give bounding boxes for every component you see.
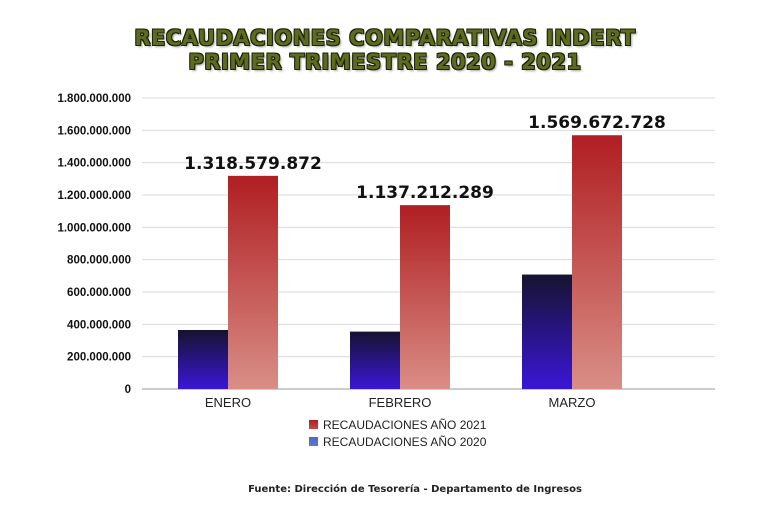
- bar-2021-febrero: [400, 205, 450, 389]
- y-tick-label: 0: [125, 384, 131, 396]
- source-note: Fuente: Dirección de Tesorería - Departa…: [248, 484, 582, 495]
- data-label: 1.569.672.728: [528, 113, 666, 133]
- y-axis: 0 200.000.000 400.000.000 600.000.000 800.00…: [57, 93, 131, 396]
- y-tick-label: 1.000.000.000: [57, 222, 131, 234]
- legend-label: RECAUDACIONES AÑO 2021: [323, 418, 487, 432]
- data-label: 1.318.579.872: [184, 154, 322, 174]
- legend: RECAUDACIONES AÑO 2021 RECAUDACIONES AÑO …: [309, 418, 487, 449]
- y-tick-label: 1.800.000.000: [57, 93, 131, 105]
- legend-swatch: [309, 437, 318, 446]
- y-tick-label: 600.000.000: [67, 287, 131, 299]
- x-tick-label: FEBRERO: [369, 395, 432, 410]
- y-tick-label: 200.000.000: [67, 352, 131, 364]
- data-label: 1.137.212.289: [356, 183, 494, 203]
- bar-2021-enero: [228, 175, 278, 389]
- y-tick-label: 400.000.000: [67, 319, 131, 331]
- bar-2020-enero: [178, 329, 228, 389]
- bar-2020-marzo: [522, 274, 572, 389]
- chart-title-line-2: PRIMER TRIMESTRE 2020 - 2021: [188, 50, 582, 74]
- legend-swatch: [309, 420, 318, 429]
- y-tick-label: 800.000.000: [67, 255, 131, 267]
- bar-2020-febrero: [350, 331, 400, 389]
- x-tick-label: ENERO: [205, 395, 251, 410]
- x-axis: ENERO FEBRERO MARZO: [205, 395, 596, 410]
- y-tick-label: 1.600.000.000: [57, 125, 131, 137]
- data-labels: 1.318.579.872 1.137.212.289 1.569.672.728: [184, 113, 666, 203]
- y-tick-label: 1.400.000.000: [57, 158, 131, 170]
- bar-2021-marzo: [572, 135, 622, 389]
- bars: [178, 135, 622, 389]
- legend-label: RECAUDACIONES AÑO 2020: [323, 435, 487, 449]
- chart-title-line-1: RECAUDACIONES COMPARATIVAS INDERT: [134, 26, 636, 50]
- x-tick-label: MARZO: [549, 395, 596, 410]
- chart-title: RECAUDACIONES COMPARATIVAS INDERT PRIMER…: [0, 26, 770, 74]
- y-tick-label: 1.200.000.000: [57, 190, 131, 202]
